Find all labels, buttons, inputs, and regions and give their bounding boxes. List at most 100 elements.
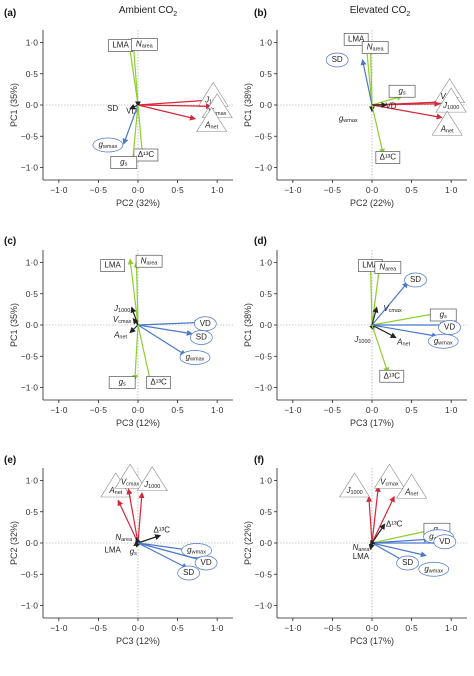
vector-label: SD	[410, 275, 421, 284]
vector-sd: SD	[137, 542, 201, 581]
label-box	[108, 376, 136, 389]
vector-c: Δ¹³C	[371, 104, 401, 164]
vector-sd: SD	[371, 542, 419, 571]
label-ellipse	[92, 137, 124, 153]
x-axis-title: PC3 (17%)	[350, 636, 394, 646]
vector-vcmax: Vcmax	[371, 304, 402, 326]
vector-label: VD	[444, 323, 455, 332]
vector-label: Anet	[396, 338, 410, 348]
label-triangle	[431, 110, 463, 136]
x-tick-label: −1·0	[50, 623, 68, 633]
vector-label: Δ¹³C	[384, 371, 401, 380]
vector-gwmax: gwmax	[371, 542, 450, 577]
vector-label: gs	[398, 86, 405, 96]
label-box	[361, 41, 389, 54]
vector-label: Narea	[141, 256, 159, 266]
y-tick-label: −1·0	[255, 383, 273, 393]
panel-label: (a)	[4, 8, 16, 19]
vector-arrow	[129, 324, 139, 334]
x-tick-label: −0·5	[324, 623, 342, 633]
x-tick-label: 0·5	[405, 623, 418, 633]
x-tick-label: −0·5	[324, 405, 342, 415]
vector-label: Δ¹³C	[154, 526, 171, 535]
vector-label: Narea	[367, 43, 385, 53]
vector-lma: LMA	[104, 540, 140, 555]
y-axis-title: PC2 (22%)	[243, 521, 253, 565]
vector-vd: VD	[372, 534, 457, 550]
label-ellipse	[427, 333, 459, 349]
vector-vd: VD	[372, 101, 397, 110]
vector-sd: SD	[371, 272, 427, 326]
vector-lma: LMA	[353, 542, 375, 561]
vector-label: J1000	[345, 486, 362, 496]
vector-narea: Narea	[361, 41, 389, 106]
vector-arrow	[117, 499, 139, 544]
vector-j1000: J1000	[136, 466, 168, 544]
x-tick-label: −1·0	[284, 623, 302, 633]
label-ellipse	[177, 565, 201, 581]
x-tick-label: 0·5	[171, 623, 184, 633]
label-ellipse	[396, 555, 419, 571]
vector-gwmax: gwmax	[137, 324, 211, 365]
column-title-elevated: Elevated CO2	[350, 5, 411, 18]
label-ellipse	[189, 330, 213, 345]
y-tick-label: 1·0	[260, 38, 273, 48]
column-title-ambient: Ambient CO2	[119, 5, 177, 18]
vector-anet: Anet	[113, 324, 139, 341]
x-tick-label: −1·0	[284, 185, 302, 195]
vector-arrow	[371, 485, 381, 544]
vector-label: Anet	[204, 121, 218, 131]
vector-c: Δ¹³C	[137, 324, 171, 389]
label-ellipse	[433, 534, 457, 550]
vector-label: Anet	[440, 124, 454, 134]
y-tick-label: −0·5	[255, 131, 273, 141]
y-tick-label: 1·0	[26, 258, 39, 268]
vector-label: Anet	[404, 487, 418, 497]
y-axis-title: PC1 (35%)	[9, 303, 19, 347]
vector-arrow	[132, 317, 139, 326]
y-tick-label: −1·0	[255, 163, 273, 173]
x-axis-title: PC2 (22%)	[350, 198, 394, 208]
vector-arrow	[137, 324, 187, 356]
x-tick-label: −0·5	[90, 405, 108, 415]
panel-d: (d) −1·0 1·0 −0·5 0·5 0·0 0·0 0·5 −0·5 1·0 −1·0 PC3…	[243, 236, 467, 428]
vector-label: Narea	[353, 543, 371, 553]
vector-label: Narea	[136, 39, 154, 49]
vector-sd: SD	[325, 52, 373, 106]
y-axis-title: PC1 (38%)	[243, 303, 253, 347]
label-box	[374, 261, 402, 274]
vector-arrow	[371, 542, 427, 558]
x-tick-label: 1·0	[211, 623, 224, 633]
x-tick-label: 0·0	[366, 405, 379, 415]
vector-gs: gs	[371, 308, 457, 326]
label-triangle	[114, 463, 146, 489]
label-ellipse	[181, 543, 212, 558]
vector-label: LMA	[112, 41, 129, 50]
x-tick-label: 1·0	[211, 185, 224, 195]
vector-label: gs	[120, 158, 127, 168]
vector-label: Anet	[113, 331, 127, 341]
vector-label: Δ¹³C	[386, 519, 403, 528]
panel-c: (c) −1·0 1·0 −0·5 0·5 0·0 0·0 0·5 −0·5 1·0 −1·0 PC3…	[4, 236, 233, 428]
y-tick-label: 0·5	[26, 289, 39, 299]
vector-gwmax: gwmax	[137, 542, 212, 558]
vector-label: Vcmax	[121, 477, 140, 487]
vector-label: Vcmax	[113, 315, 132, 325]
vector-arrow	[371, 324, 397, 339]
vector-label: VD	[439, 537, 450, 546]
label-box	[375, 151, 401, 164]
panel-a: (a) −1·0 1·0 −0·5 0·5 0·0 0·0 0·5 −0·5 1·0 −1·0 PC2…	[4, 8, 233, 208]
vector-label: SD	[107, 104, 118, 113]
vector-label: SD	[196, 333, 207, 342]
vector-arrow	[366, 495, 373, 544]
x-tick-label: −1·0	[50, 185, 68, 195]
vector-narea: Narea	[130, 38, 158, 106]
vector-arrow	[137, 542, 204, 563]
vector-label: Δ¹³C	[150, 378, 167, 387]
label-triangle	[373, 463, 405, 489]
vector-arrow	[371, 324, 390, 374]
y-tick-label: 0·0	[260, 538, 273, 548]
vector-label: Δ¹³C	[380, 153, 397, 162]
y-tick-label: −0·5	[255, 351, 273, 361]
